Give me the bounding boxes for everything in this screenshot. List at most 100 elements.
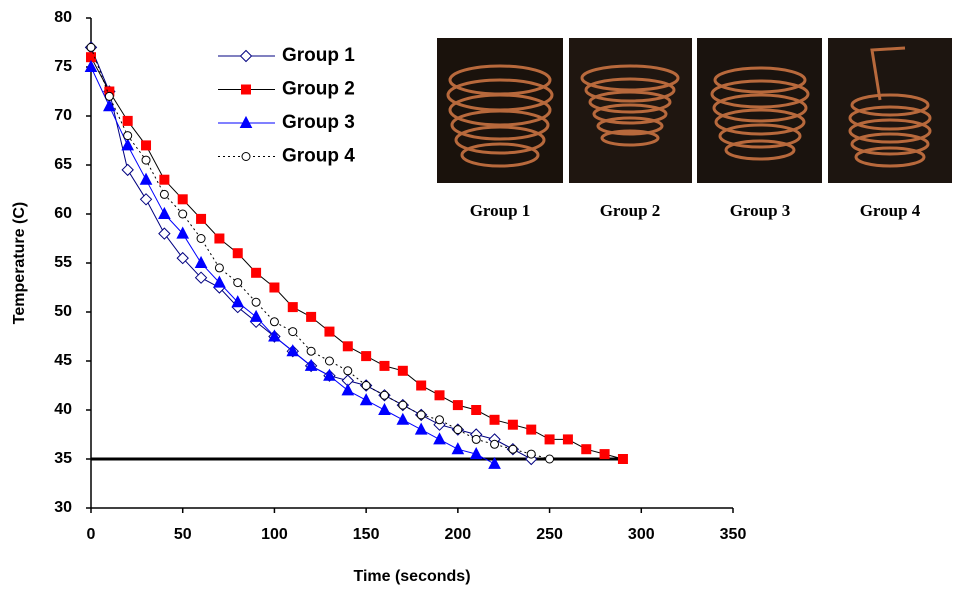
marker [361,351,372,362]
marker [545,454,555,464]
image-label: Group 1 [470,201,531,220]
x-tick-label: 250 [536,526,563,543]
x-tick-label: 300 [628,526,655,543]
marker [233,278,243,288]
marker [343,366,353,376]
x-tick-label: 0 [87,526,96,543]
marker [581,444,592,455]
marker [241,152,251,161]
marker [379,390,389,400]
marker [526,449,536,459]
marker [342,341,353,352]
marker [323,368,336,381]
marker [396,412,410,425]
marker [123,131,133,141]
marker [341,383,355,396]
y-tick-label: 55 [54,254,72,271]
marker [239,115,253,128]
y-tick-label: 60 [54,205,72,222]
marker [359,393,373,406]
marker [122,115,133,126]
marker [398,400,408,410]
marker [103,99,116,112]
marker [286,344,300,357]
marker [433,432,446,445]
marker [141,140,152,151]
marker [177,194,188,205]
marker [451,442,465,455]
y-tick-label: 70 [54,107,72,124]
y-tick-label: 45 [54,352,72,369]
marker [306,311,317,322]
marker [378,402,391,415]
marker [324,356,334,366]
marker [452,400,463,411]
image-label: Group 3 [730,201,791,220]
photo [828,38,952,183]
marker [86,42,96,52]
marker [194,255,208,268]
marker [361,381,371,390]
legend-label: Group 4 [282,146,355,167]
marker [232,248,243,259]
marker [104,91,114,101]
marker [251,297,261,307]
x-axis-label: Time (seconds) [353,568,470,585]
marker [121,163,134,177]
marker [397,365,408,376]
marker [471,405,482,415]
x-tick-label: 100 [261,526,288,543]
marker [84,59,98,72]
marker [490,439,500,449]
x-tick-label: 50 [174,526,192,543]
marker [158,206,171,219]
x-tick-label: 200 [445,526,472,543]
marker [213,275,226,288]
legend-label: Group 1 [282,45,355,66]
marker [526,424,537,435]
marker [139,193,153,206]
marker [159,189,169,199]
marker [562,434,573,445]
marker [544,434,555,445]
marker [196,234,206,243]
marker [214,263,224,273]
marker [288,327,298,337]
y-tick-label: 80 [54,9,72,26]
marker [469,447,483,460]
marker [379,360,390,371]
marker [489,414,500,425]
legend-label: Group 2 [282,79,355,100]
marker [241,84,251,95]
marker [139,172,153,185]
marker [304,358,318,371]
marker [269,317,279,327]
marker [158,227,171,240]
image-label: Group 4 [860,201,921,220]
marker [488,456,501,469]
marker [507,419,518,430]
y-tick-label: 30 [54,499,72,516]
marker [435,415,445,425]
y-tick-label: 35 [54,450,72,467]
marker [617,454,628,464]
marker [306,346,316,356]
x-tick-label: 350 [720,526,747,543]
coil [446,46,932,168]
inset-photos [437,38,952,183]
marker [269,282,280,293]
marker [159,174,170,185]
marker [231,295,245,308]
y-tick-label: 40 [54,401,72,418]
marker [324,326,335,337]
marker [194,271,208,284]
y-tick-label: 75 [54,58,72,75]
marker [268,329,281,342]
marker [249,309,263,322]
marker [453,425,463,435]
marker [287,302,298,313]
marker [416,380,427,391]
marker [176,226,190,239]
